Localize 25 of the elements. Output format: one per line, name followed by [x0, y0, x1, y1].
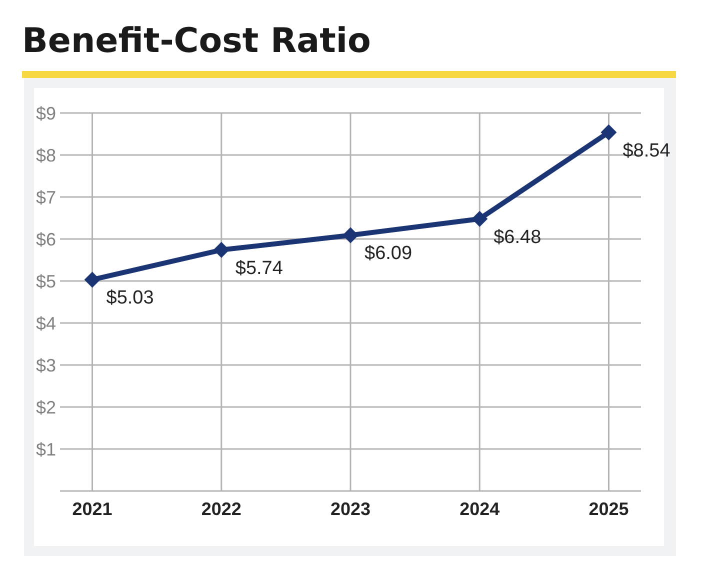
- y-tick-label: $2: [36, 397, 56, 418]
- x-tick-label: 2025: [588, 499, 629, 519]
- data-label: $8.54: [622, 140, 671, 162]
- data-label: $6.09: [364, 243, 412, 264]
- x-tick-label: 2022: [201, 499, 242, 519]
- point: [84, 272, 100, 288]
- point: [213, 242, 230, 258]
- point: [600, 124, 617, 140]
- data-label: $5.03: [106, 288, 154, 309]
- y-tick-label: $6: [36, 229, 56, 250]
- x-tick-label: 2023: [330, 499, 371, 519]
- chart-title: Benefit-Cost Ratio: [22, 21, 371, 61]
- y-tick-label: $8: [36, 145, 56, 166]
- y-tick-label: $9: [36, 103, 56, 124]
- data-label: $5.74: [235, 258, 284, 279]
- point: [472, 210, 488, 227]
- x-tick-label: 2021: [72, 499, 112, 519]
- y-tick-label: $3: [36, 355, 56, 376]
- y-tick-label: $7: [36, 187, 56, 208]
- data-label: $6.48: [494, 226, 542, 248]
- x-tick-label: 2024: [460, 499, 500, 519]
- y-tick-label: $4: [36, 313, 56, 334]
- y-tick-label: $5: [36, 271, 56, 292]
- point: [342, 227, 358, 244]
- y-tick-label: $1: [36, 439, 56, 460]
